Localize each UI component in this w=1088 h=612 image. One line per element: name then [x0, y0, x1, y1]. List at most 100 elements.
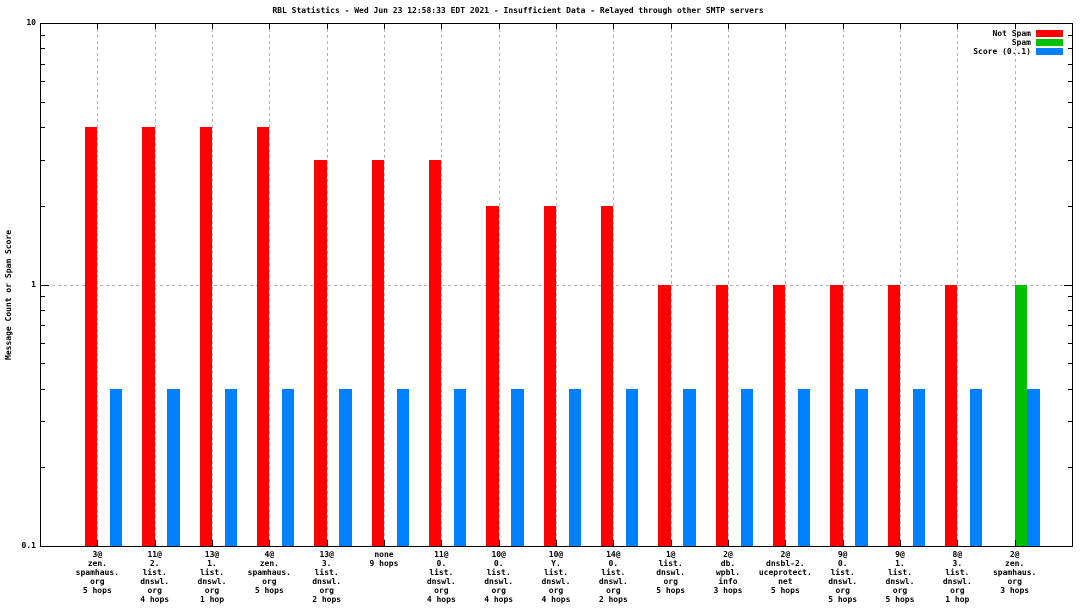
- x-category-label: 11@ 2. list. dnswl. org 4 hops: [126, 550, 183, 604]
- x-category-label-line: list.: [830, 568, 855, 577]
- x-category-label-line: 2@: [780, 550, 791, 559]
- x-tick: [441, 23, 443, 29]
- chart-title: RBL Statistics - Wed Jun 23 12:58:33 EDT…: [272, 6, 764, 15]
- x-tick: [97, 23, 99, 29]
- x-category-label: 1@ list. dnswl. org 5 hops: [642, 550, 699, 595]
- x-category-label-line: 13@: [319, 550, 334, 559]
- x-category-label-line: 1 hop: [199, 595, 225, 604]
- bar-score-0-1-1: [167, 388, 180, 546]
- gridline-horizontal: [40, 285, 1072, 286]
- x-tick: [212, 23, 213, 29]
- x-category-label-line: dnswl.: [312, 577, 342, 586]
- x-category-label-line: net: [778, 577, 793, 586]
- x-category-label-line: 1.: [895, 559, 905, 568]
- gridline-vertical: [326, 23, 328, 546]
- x-category-label-line: 2 hops: [312, 595, 342, 604]
- y-tick-minor: [1068, 310, 1072, 311]
- x-category-label-line: 4 hops: [484, 595, 514, 604]
- x-category-label-line: 2 hops: [598, 595, 628, 604]
- x-category-label-line: org: [835, 586, 850, 595]
- x-category-label-line: org: [1007, 577, 1022, 586]
- x-category-label-line: 0.: [837, 559, 848, 568]
- x-category-label-line: 11@: [434, 550, 449, 559]
- y-tick-minor: [41, 421, 45, 422]
- legend-swatch-score-0-1: [1036, 48, 1063, 55]
- x-tick: [900, 540, 901, 546]
- bar-score-0-1-3: [281, 388, 295, 546]
- x-category-label-line: dnswl.: [140, 577, 170, 586]
- y-tick-minor: [1068, 35, 1072, 36]
- x-tick: [498, 540, 500, 546]
- x-category-label-line: list.: [945, 568, 970, 577]
- x-category-label-line: db.: [720, 559, 736, 568]
- legend-label: Not Spam: [992, 29, 1031, 38]
- bar-score-0-1-10: [683, 388, 696, 546]
- x-tick: [785, 540, 787, 546]
- gridline-vertical: [785, 23, 787, 546]
- x-category-label-line: org: [950, 586, 965, 595]
- x-tick: [1014, 23, 1016, 29]
- x-tick: [269, 23, 271, 29]
- x-tick: [728, 540, 729, 546]
- x-category-label-line: list.: [543, 568, 569, 577]
- x-category-label-line: zen.: [1005, 559, 1025, 568]
- bar-score-0-1-2: [224, 388, 237, 546]
- bar-score-0-1-13: [855, 388, 868, 546]
- x-category-label-line: 5 hops: [254, 586, 284, 595]
- x-tick: [670, 540, 672, 546]
- bar-score-0-1-6: [453, 388, 467, 546]
- x-tick: [1014, 540, 1016, 546]
- bar-not-spam-0: [84, 127, 98, 546]
- y-tick-major: [41, 546, 49, 547]
- y-tick-major: [41, 23, 49, 24]
- legend-label: Spam: [1011, 38, 1031, 47]
- x-category-label-line: wpbl.: [715, 568, 741, 577]
- bar-not-spam-8: [543, 205, 556, 546]
- bar-not-spam-11: [715, 284, 728, 546]
- y-tick-minor: [41, 102, 45, 103]
- y-tick-major: [1064, 546, 1072, 547]
- x-category-label-line: org: [90, 577, 105, 586]
- x-category-label-line: 5 hops: [828, 595, 858, 604]
- x-tick: [154, 23, 156, 29]
- bar-not-spam-13: [830, 284, 843, 546]
- x-tick: [97, 540, 99, 546]
- y-tick-major: [1064, 285, 1072, 286]
- x-tick: [269, 540, 271, 546]
- x-category-label-line: list.: [429, 568, 454, 577]
- bar-not-spam-6: [428, 159, 442, 546]
- y-tick-minor: [41, 206, 45, 207]
- bar-score-0-1-11: [740, 388, 753, 546]
- x-tick: [842, 540, 844, 546]
- y-axis-label: Message Count or Spam Score: [4, 229, 13, 360]
- x-tick: [154, 540, 156, 546]
- y-tick-minor: [41, 296, 45, 297]
- y-tick-minor: [1068, 296, 1072, 297]
- x-category-label-line: dnswl.: [885, 577, 915, 586]
- x-category-label-line: dnswl.: [197, 577, 227, 586]
- x-category-label-line: 1.: [207, 559, 217, 568]
- x-tick: [900, 23, 901, 29]
- x-category-label-line: 4 hops: [426, 595, 456, 604]
- x-category-label-line: org: [319, 586, 334, 595]
- x-category-label: 3@ zen. spamhaus. org 5 hops: [69, 550, 126, 595]
- x-category-label: 9@ 0. list. dnswl. org 5 hops: [814, 550, 871, 604]
- x-category-label-line: 0.: [436, 559, 447, 568]
- x-category-label: 10@ Y. list. dnswl. org 4 hops: [527, 550, 584, 604]
- x-category-label: 11@ 0. list. dnswl. org 4 hops: [413, 550, 470, 604]
- x-category-label-line: org: [606, 586, 621, 595]
- y-tick-minor: [1068, 325, 1072, 326]
- x-category-label-line: 4 hops: [541, 595, 571, 604]
- legend-item: Not Spam: [973, 29, 1063, 38]
- x-category-label-line: 9@: [837, 550, 848, 559]
- gridline-vertical: [728, 23, 729, 546]
- x-category-label-line: org: [262, 577, 277, 586]
- x-category-label-line: uceprotect.: [758, 568, 812, 577]
- y-tick-minor: [41, 48, 45, 49]
- x-category-label-line: 3.: [952, 559, 963, 568]
- y-tick-minor: [41, 160, 45, 161]
- y-tick-minor: [41, 81, 45, 82]
- y-tick-minor: [41, 363, 45, 364]
- y-tick-minor: [41, 64, 45, 65]
